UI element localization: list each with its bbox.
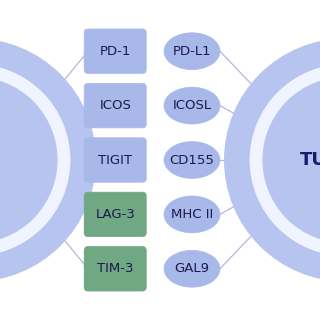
Circle shape [0,77,58,243]
Ellipse shape [164,141,220,179]
Text: GAL9: GAL9 [174,262,210,275]
Text: TIM-3: TIM-3 [97,262,133,275]
Text: CD155: CD155 [170,154,214,166]
FancyBboxPatch shape [84,192,146,237]
Ellipse shape [164,196,220,233]
Circle shape [0,38,96,282]
FancyBboxPatch shape [84,83,146,128]
Circle shape [224,38,320,282]
Ellipse shape [164,250,220,287]
Circle shape [262,77,320,243]
Circle shape [0,64,70,256]
Circle shape [250,64,320,256]
Text: ICOSL: ICOSL [172,99,212,112]
FancyBboxPatch shape [84,246,146,291]
Text: TIGIT: TIGIT [98,154,132,166]
Text: MHC II: MHC II [171,208,213,221]
Text: PD-L1: PD-L1 [173,45,211,58]
Text: LAG-3: LAG-3 [95,208,135,221]
Text: TU: TU [300,151,320,169]
Text: ICOS: ICOS [99,99,131,112]
Ellipse shape [164,33,220,69]
FancyBboxPatch shape [84,138,146,182]
Text: PD-1: PD-1 [100,45,131,58]
FancyBboxPatch shape [84,29,146,73]
Ellipse shape [164,87,220,124]
